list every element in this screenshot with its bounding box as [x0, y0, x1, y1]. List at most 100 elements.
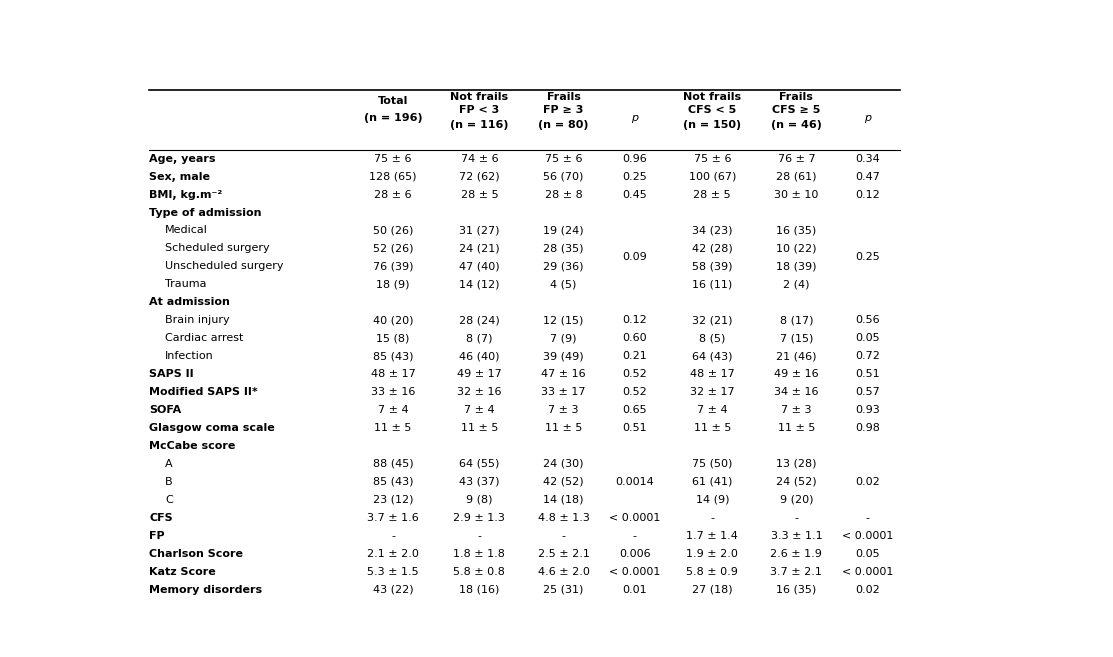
- Text: FP: FP: [149, 531, 165, 541]
- Text: 0.56: 0.56: [855, 315, 880, 325]
- Text: 75 ± 6: 75 ± 6: [693, 154, 731, 164]
- Text: 24 (30): 24 (30): [543, 459, 583, 469]
- Text: 14 (9): 14 (9): [696, 495, 729, 505]
- Text: 33 ± 17: 33 ± 17: [541, 387, 585, 397]
- Text: 0.09: 0.09: [622, 252, 647, 262]
- Text: 4.8 ± 1.3: 4.8 ± 1.3: [538, 513, 590, 523]
- Text: 9 (20): 9 (20): [780, 495, 814, 505]
- Text: Not frails: Not frails: [683, 92, 741, 102]
- Text: 28 ± 6: 28 ± 6: [374, 190, 412, 200]
- Text: 32 ± 17: 32 ± 17: [690, 387, 735, 397]
- Text: 0.45: 0.45: [622, 190, 647, 200]
- Text: 0.52: 0.52: [622, 369, 647, 379]
- Text: 8 (5): 8 (5): [699, 333, 726, 343]
- Text: Infection: Infection: [165, 351, 214, 361]
- Text: 25 (31): 25 (31): [543, 585, 583, 595]
- Text: McCabe score: McCabe score: [149, 441, 236, 451]
- Text: Cardiac arrest: Cardiac arrest: [165, 333, 244, 343]
- Text: 34 (23): 34 (23): [692, 225, 732, 235]
- Text: 0.34: 0.34: [855, 154, 880, 164]
- Text: 100 (67): 100 (67): [689, 171, 736, 181]
- Text: 0.21: 0.21: [622, 351, 647, 361]
- Text: 5.8 ± 0.9: 5.8 ± 0.9: [687, 567, 738, 577]
- Text: 48 ± 17: 48 ± 17: [371, 369, 415, 379]
- Text: 43 (22): 43 (22): [373, 585, 413, 595]
- Text: 2.1 ± 2.0: 2.1 ± 2.0: [367, 549, 420, 558]
- Text: (n = 116): (n = 116): [450, 120, 509, 130]
- Text: 1.8 ± 1.8: 1.8 ± 1.8: [453, 549, 505, 558]
- Text: 4 (5): 4 (5): [550, 279, 577, 289]
- Text: 7 ± 4: 7 ± 4: [377, 405, 408, 415]
- Text: 8 (7): 8 (7): [466, 333, 493, 343]
- Text: 11 ± 5: 11 ± 5: [461, 423, 499, 433]
- Text: -: -: [562, 531, 565, 541]
- Text: 0.60: 0.60: [622, 333, 647, 343]
- Text: CFS ≥ 5: CFS ≥ 5: [772, 105, 820, 115]
- Text: 2 (4): 2 (4): [784, 279, 809, 289]
- Text: 21 (46): 21 (46): [776, 351, 817, 361]
- Text: 1.7 ± 1.4: 1.7 ± 1.4: [687, 531, 738, 541]
- Text: 46 (40): 46 (40): [460, 351, 500, 361]
- Text: 33 ± 16: 33 ± 16: [371, 387, 415, 397]
- Text: 24 (21): 24 (21): [459, 244, 500, 254]
- Text: 7 (15): 7 (15): [780, 333, 814, 343]
- Text: 58 (39): 58 (39): [692, 261, 732, 271]
- Text: 64 (55): 64 (55): [460, 459, 500, 469]
- Text: FP ≥ 3: FP ≥ 3: [543, 105, 583, 115]
- Text: 3.3 ± 1.1: 3.3 ± 1.1: [770, 531, 823, 541]
- Text: CFS < 5: CFS < 5: [688, 105, 737, 115]
- Text: 49 ± 17: 49 ± 17: [457, 369, 502, 379]
- Text: 39 (49): 39 (49): [543, 351, 584, 361]
- Text: -: -: [477, 531, 482, 541]
- Text: 0.25: 0.25: [855, 252, 880, 262]
- Text: 31 (27): 31 (27): [460, 225, 500, 235]
- Text: 0.25: 0.25: [622, 171, 647, 181]
- Text: FP < 3: FP < 3: [460, 105, 500, 115]
- Text: 30 ± 10: 30 ± 10: [775, 190, 818, 200]
- Text: Trauma: Trauma: [165, 279, 207, 289]
- Text: Modified SAPS II*: Modified SAPS II*: [149, 387, 258, 397]
- Text: 85 (43): 85 (43): [373, 477, 413, 487]
- Text: 75 ± 6: 75 ± 6: [374, 154, 412, 164]
- Text: 14 (12): 14 (12): [460, 279, 500, 289]
- Text: < 0.0001: < 0.0001: [609, 567, 660, 577]
- Text: 2.6 ± 1.9: 2.6 ± 1.9: [770, 549, 823, 558]
- Text: 9 (8): 9 (8): [466, 495, 493, 505]
- Text: 88 (45): 88 (45): [373, 459, 413, 469]
- Text: 7 ± 3: 7 ± 3: [549, 405, 579, 415]
- Text: 52 (26): 52 (26): [373, 244, 413, 254]
- Text: 16 (35): 16 (35): [776, 585, 817, 595]
- Text: Age, years: Age, years: [149, 154, 216, 164]
- Text: Not frails: Not frails: [451, 92, 509, 102]
- Text: BMI, kg.m⁻²: BMI, kg.m⁻²: [149, 190, 223, 200]
- Text: 28 (61): 28 (61): [776, 171, 817, 181]
- Text: 0.96: 0.96: [622, 154, 647, 164]
- Text: 32 (21): 32 (21): [692, 315, 732, 325]
- Text: 47 ± 16: 47 ± 16: [541, 369, 585, 379]
- Text: < 0.0001: < 0.0001: [841, 531, 894, 541]
- Text: < 0.0001: < 0.0001: [841, 567, 894, 577]
- Text: 4.6 ± 2.0: 4.6 ± 2.0: [538, 567, 590, 577]
- Text: 7 ± 4: 7 ± 4: [697, 405, 728, 415]
- Text: 11 ± 5: 11 ± 5: [374, 423, 412, 433]
- Text: 8 (17): 8 (17): [780, 315, 814, 325]
- Text: 72 (62): 72 (62): [459, 171, 500, 181]
- Text: Medical: Medical: [165, 225, 208, 235]
- Text: 0.57: 0.57: [855, 387, 880, 397]
- Text: SOFA: SOFA: [149, 405, 181, 415]
- Text: 0.72: 0.72: [855, 351, 880, 361]
- Text: 32 ± 16: 32 ± 16: [457, 387, 502, 397]
- Text: Frails: Frails: [546, 92, 581, 102]
- Text: Sex, male: Sex, male: [149, 171, 210, 181]
- Text: Memory disorders: Memory disorders: [149, 585, 263, 595]
- Text: Type of admission: Type of admission: [149, 208, 262, 217]
- Text: 75 ± 6: 75 ± 6: [544, 154, 582, 164]
- Text: 47 (40): 47 (40): [459, 261, 500, 271]
- Text: -: -: [795, 513, 798, 523]
- Text: 0.02: 0.02: [855, 585, 880, 595]
- Text: 48 ± 17: 48 ± 17: [690, 369, 735, 379]
- Text: 18 (16): 18 (16): [460, 585, 500, 595]
- Text: 0.02: 0.02: [855, 477, 880, 487]
- Text: 128 (65): 128 (65): [370, 171, 417, 181]
- Text: 0.52: 0.52: [622, 387, 647, 397]
